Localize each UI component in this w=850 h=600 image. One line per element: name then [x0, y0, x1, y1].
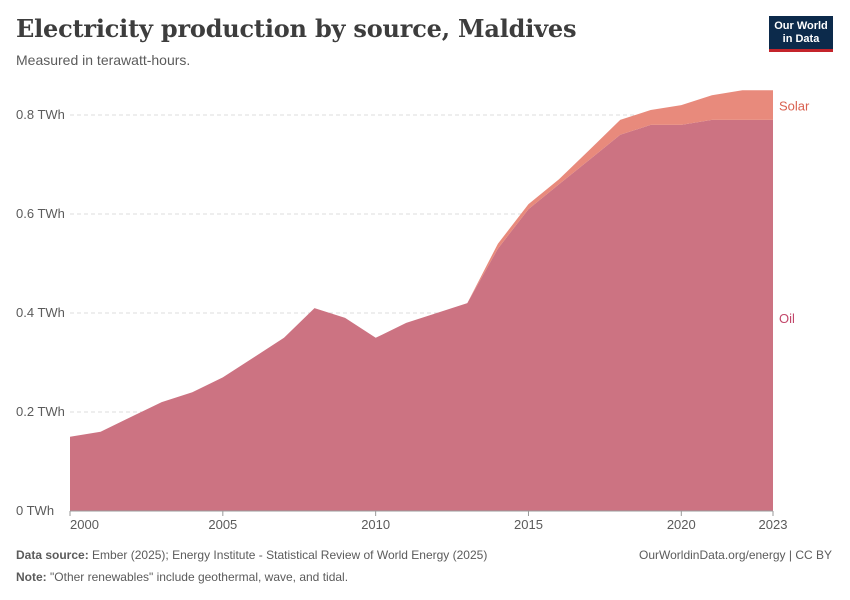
source-text[interactable]: Ember (2025); Energy Institute - Statist… — [92, 548, 488, 562]
source-note: Data source: Ember (2025); Energy Instit… — [16, 548, 487, 562]
note-label: Note: — [16, 570, 47, 584]
area-oil — [70, 119, 773, 512]
x-tick-label: 2005 — [208, 517, 237, 532]
y-tick-label: 0.4 TWh — [16, 305, 65, 320]
footnote: Note: "Other renewables" include geother… — [16, 570, 348, 584]
chart-title: Electricity production by source, Maldiv… — [16, 14, 577, 43]
source-label: Data source: — [16, 548, 89, 562]
x-tick-label: 2015 — [514, 517, 543, 532]
series-label-solar: Solar — [779, 98, 810, 113]
x-tick-label: 2000 — [70, 517, 99, 532]
owid-logo[interactable]: Our World in Data — [769, 16, 833, 52]
x-tick-label: 2020 — [667, 517, 696, 532]
chart-subtitle: Measured in terawatt-hours. — [16, 52, 191, 68]
y-tick-label: 0.6 TWh — [16, 206, 65, 221]
logo-line-2: in Data — [782, 32, 820, 45]
y-tick-label: 0 TWh — [16, 503, 54, 518]
x-tick-label: 2023 — [759, 517, 788, 532]
credit-link[interactable]: OurWorldinData.org/energy | CC BY — [639, 548, 832, 562]
series-label-oil: Oil — [779, 311, 795, 326]
y-tick-label: 0.2 TWh — [16, 404, 65, 419]
logo-line-1: Our World — [774, 19, 828, 32]
note-text: "Other renewables" include geothermal, w… — [50, 570, 349, 584]
x-tick-label: 2010 — [361, 517, 390, 532]
y-tick-label: 0.8 TWh — [16, 107, 65, 122]
